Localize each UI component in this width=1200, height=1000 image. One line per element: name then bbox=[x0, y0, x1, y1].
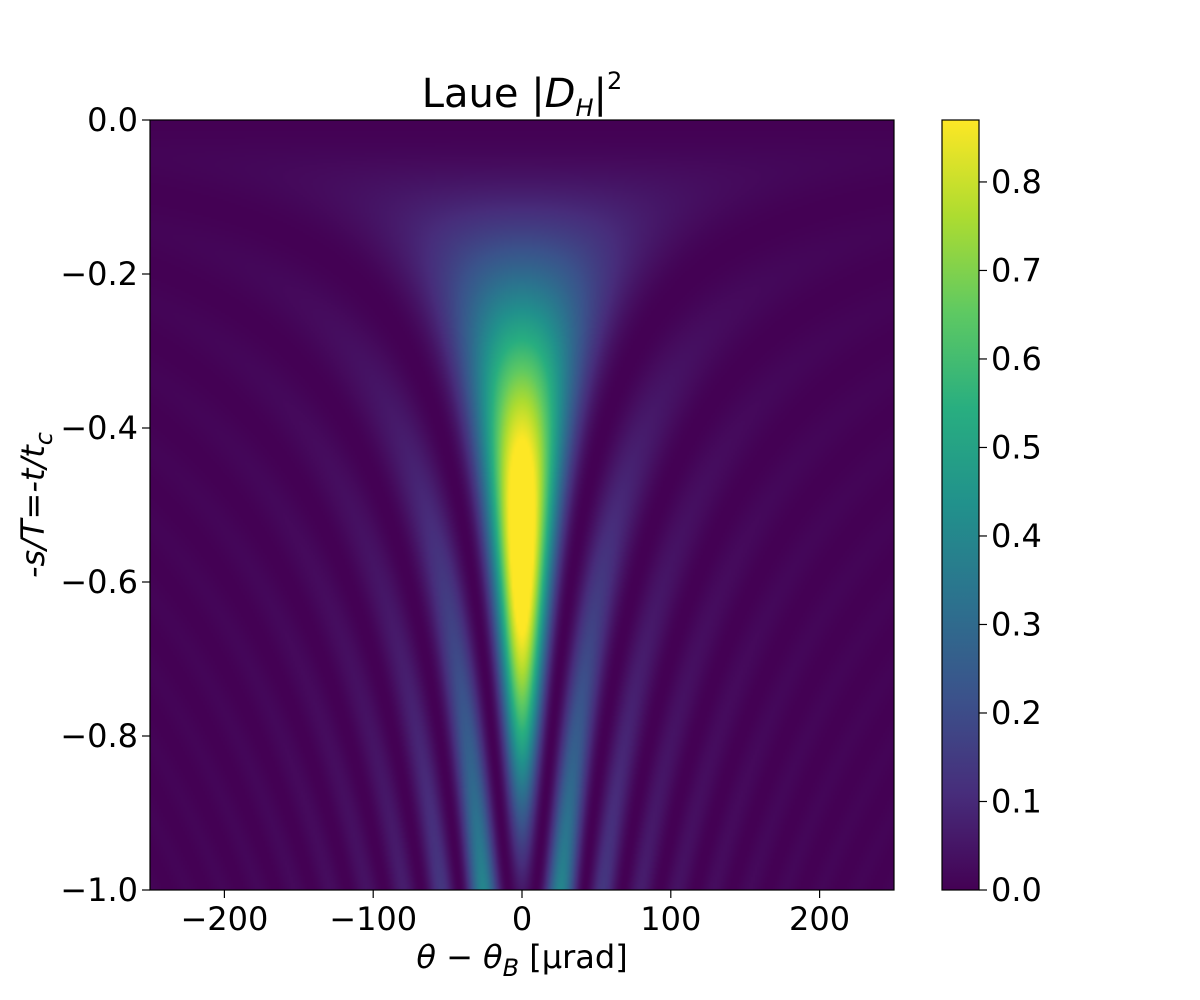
title-subscript: H bbox=[575, 94, 593, 122]
x-label-subscript: B bbox=[503, 954, 519, 982]
x-label-main: θ − θ bbox=[416, 938, 502, 976]
colorbar-tick-label: 0.6 bbox=[991, 340, 1042, 378]
title-symbol: D bbox=[545, 71, 576, 117]
heatmap-image bbox=[150, 120, 894, 890]
colorbar-gradient bbox=[941, 119, 980, 891]
y-axis-label: -s/T=-t/tc bbox=[14, 432, 58, 578]
title-prefix: Laue bbox=[422, 71, 531, 117]
y-tick-label: −0.4 bbox=[60, 409, 138, 447]
x-tick-label: 0 bbox=[512, 900, 532, 938]
colorbar-tick-label: 0.2 bbox=[991, 694, 1042, 732]
y-tick-label: −1.0 bbox=[60, 871, 138, 909]
x-axis-label: θ − θB [μrad] bbox=[416, 938, 627, 982]
y-label-subscript: c bbox=[30, 432, 58, 445]
y-tick-label: −0.8 bbox=[60, 717, 138, 755]
y-axis: 0.0 −0.2 −0.4 −0.6 −0.8 −1.0 bbox=[60, 101, 150, 909]
colorbar-tick-label: 0.4 bbox=[991, 517, 1042, 555]
colorbar: 0.0 0.1 0.2 0.3 0.4 0.5 0.6 0.7 0.8 bbox=[941, 119, 1042, 909]
chart-title: Laue |DH|2 bbox=[422, 67, 623, 122]
y-tick-label: −0.2 bbox=[60, 255, 138, 293]
x-tick-label: 200 bbox=[789, 900, 850, 938]
title-superscript: 2 bbox=[607, 67, 622, 95]
colorbar-tick-label: 0.0 bbox=[991, 871, 1042, 909]
colorbar-tick-label: 0.7 bbox=[991, 251, 1042, 289]
colorbar-ticks: 0.0 0.1 0.2 0.3 0.4 0.5 0.6 0.7 0.8 bbox=[979, 163, 1042, 909]
y-tick-label: 0.0 bbox=[87, 101, 138, 139]
colorbar-tick-label: 0.5 bbox=[991, 428, 1042, 466]
colorbar-tick-label: 0.3 bbox=[991, 605, 1042, 643]
x-tick-label: −100 bbox=[329, 900, 417, 938]
colorbar-tick-label: 0.1 bbox=[991, 782, 1042, 820]
x-label-unit: [μrad] bbox=[519, 938, 628, 976]
y-tick-label: −0.6 bbox=[60, 563, 138, 601]
x-tick-label: −200 bbox=[180, 900, 268, 938]
colorbar-tick-label: 0.8 bbox=[991, 163, 1042, 201]
y-label-main: -s/T=-t/t bbox=[14, 444, 52, 578]
x-axis: −200 −100 0 100 200 bbox=[180, 890, 850, 938]
plot-area bbox=[149, 119, 895, 891]
x-tick-label: 100 bbox=[640, 900, 701, 938]
